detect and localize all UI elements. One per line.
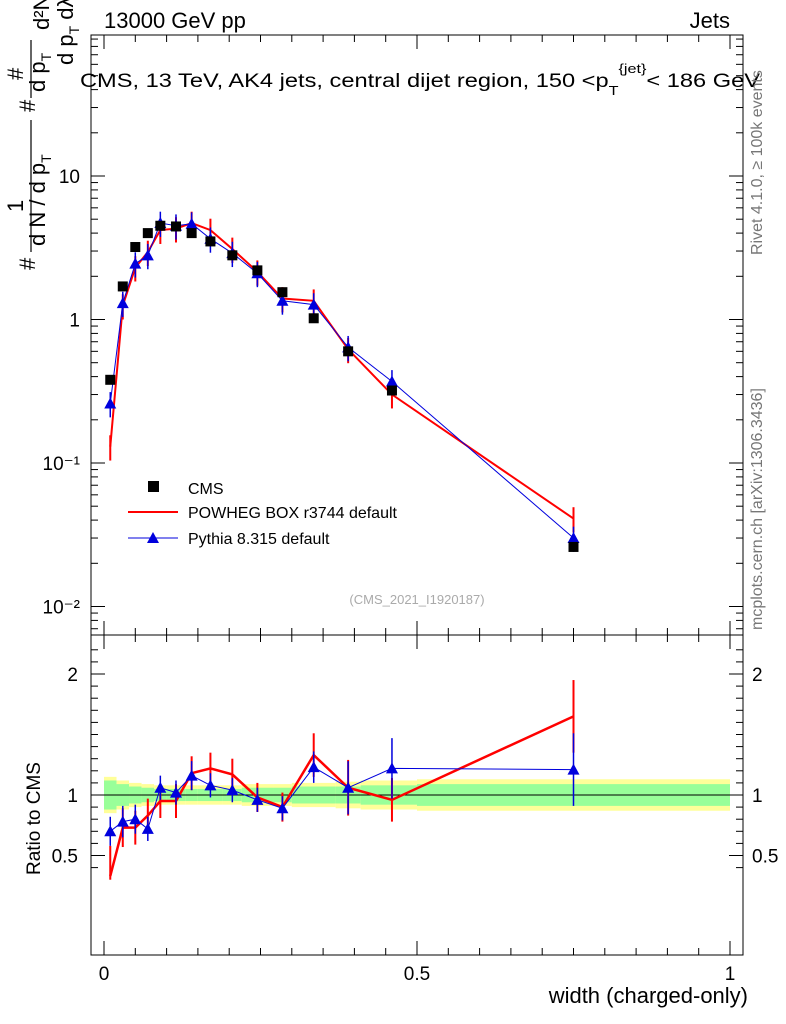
pythia-point: [385, 375, 398, 387]
pythia-line: [109, 222, 574, 539]
cms-point: [308, 313, 319, 324]
cms-point: [227, 250, 238, 261]
side-text-top: Rivet 4.1.0, ≥ 100k events: [749, 70, 766, 255]
y-tick-label: 10⁻²: [43, 598, 81, 619]
cms-point: [142, 228, 153, 239]
pythia-ratio-point: [307, 761, 320, 773]
y-axis-label-ratio: Ratio to CMS: [24, 762, 45, 875]
cms-point: [568, 541, 579, 552]
pythia-ratio-point: [226, 784, 239, 796]
legend-label-pythia: Pythia 8.315 default: [188, 531, 330, 548]
reference-label: (CMS_2021_I1920187): [349, 592, 484, 607]
header-right: Jets: [690, 8, 730, 33]
pythia-ratio-point: [276, 802, 289, 814]
pythia-ratio-point: [204, 779, 217, 791]
pythia-point: [104, 397, 117, 409]
ratio-tick-label-right: 1: [752, 786, 763, 807]
pythia-ratio-point: [169, 786, 182, 798]
pythia-ratio-point: [251, 793, 264, 805]
svg-text:d N / d pT: d N / d pT: [25, 154, 54, 246]
pythia-ratio-point: [185, 769, 198, 781]
ratio-tick-label-right: 0.5: [752, 847, 778, 868]
pythia-point: [307, 298, 320, 310]
legend-marker-cms: [148, 481, 159, 492]
pythia-ratio-point: [116, 815, 129, 827]
cms-point: [386, 385, 397, 396]
pythia-ratio-point: [129, 813, 142, 825]
pythia-point: [185, 217, 198, 229]
ratio-tick-label-left: 2: [67, 665, 78, 686]
cms-point: [117, 281, 128, 292]
powheg-line: [109, 221, 575, 520]
svg-text:1: 1: [3, 200, 28, 212]
legend: CMS POWHEG BOX r3744 default Pythia 8.31…: [128, 481, 398, 548]
y-tick-label: 1: [69, 311, 80, 332]
pythia-point: [567, 532, 580, 544]
x-tick-label: 0.5: [404, 964, 430, 985]
pythia-ratio-point: [342, 781, 355, 793]
x-tick-label: 1: [725, 964, 736, 985]
pythia-point: [116, 297, 129, 309]
cms-point: [105, 374, 116, 385]
legend-marker-pythia: [147, 532, 159, 543]
cms-point: [130, 242, 141, 253]
svg-text:d pT dλ: d pT dλ: [53, 0, 82, 65]
ratio-tick-label-left: 1: [67, 786, 78, 807]
cms-point: [277, 287, 288, 298]
pythia-ratio-point: [385, 762, 398, 774]
cms-point: [252, 265, 263, 276]
svg-text:#: #: [15, 99, 40, 112]
pythia-ratio-point: [104, 825, 117, 837]
pythia-point: [276, 294, 289, 306]
ratio-tick-label-left: 0.5: [52, 847, 78, 868]
legend-label-cms: CMS: [188, 481, 224, 498]
pythia-point: [141, 249, 154, 261]
x-tick-label: 0: [99, 964, 110, 985]
ratio-tick-label-right: 2: [752, 665, 763, 686]
legend-label-powheg: POWHEG BOX r3744 default: [188, 505, 398, 522]
y-tick-label: 10⁻¹: [43, 454, 81, 475]
pythia-ratio-point: [567, 763, 580, 775]
svg-text:#: #: [3, 67, 28, 80]
y-axis-label-main: # d N / d pT 1 # d pT # d pT dλ d²N: [3, 0, 82, 270]
svg-text:d pT: d pT: [25, 52, 54, 92]
pythia-point: [129, 257, 142, 269]
header-left: 13000 GeV pp: [104, 8, 246, 33]
chart-title: CMS, 13 TeV, AK4 jets, central dijet reg…: [80, 61, 760, 98]
side-text-bottom: mcplots.cern.ch [arXiv:1306.3436]: [749, 388, 766, 630]
y-tick-label: 10: [59, 167, 80, 188]
cms-point: [155, 220, 166, 231]
x-axis-label: width (charged-only): [548, 983, 748, 1008]
cms-point: [205, 236, 216, 247]
svg-text:#: #: [15, 257, 40, 270]
pythia-ratio-point: [141, 822, 154, 834]
pythia-ratio-point: [154, 781, 167, 793]
cms-point: [343, 346, 354, 357]
cms-point: [186, 228, 197, 239]
cms-point: [170, 221, 181, 232]
svg-text:d²N: d²N: [29, 0, 54, 30]
